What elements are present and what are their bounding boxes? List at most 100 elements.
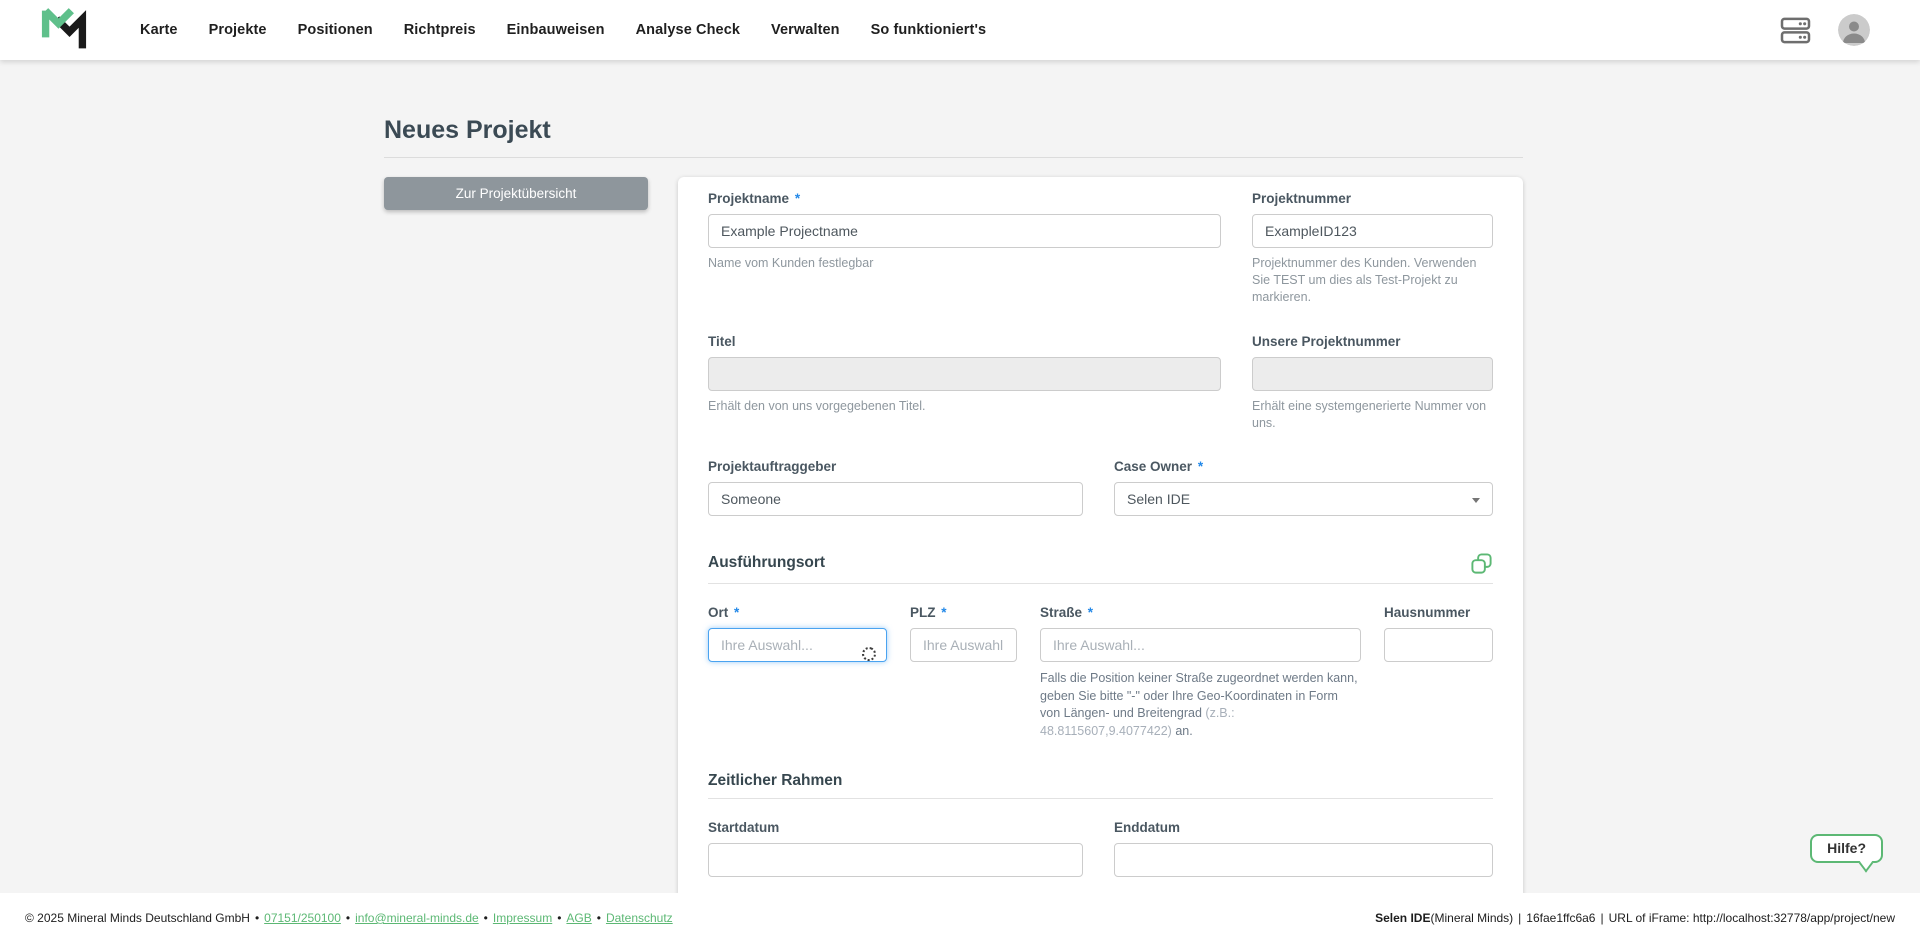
footer-session-info: Selen IDE (Mineral Minds) | 16fae1ffc6a6… — [1375, 911, 1895, 925]
ort-label-text: Ort — [708, 604, 729, 620]
case-owner-label-text: Case Owner — [1114, 459, 1193, 474]
help-button-label: Hilfe? — [1827, 840, 1866, 856]
hausnummer-input[interactable] — [1384, 627, 1493, 662]
strasse-label: Straße * — [1040, 605, 1361, 622]
footer-org: (Mineral Minds) — [1430, 911, 1514, 925]
case-owner-label: Case Owner * — [1114, 459, 1493, 476]
footer-copyright: © 2025 Mineral Minds Deutschland GmbH — [25, 911, 250, 925]
case-owner-selected-value: Selen IDE — [1127, 490, 1191, 507]
mineral-minds-logo-icon[interactable] — [40, 7, 88, 53]
startdatum-input[interactable] — [708, 842, 1083, 877]
footer-divider: | — [1518, 911, 1522, 925]
startdatum-label: Startdatum — [708, 819, 780, 835]
required-marker: * — [941, 604, 947, 620]
footer-separator: • — [254, 911, 260, 925]
projektname-label: Projektname * — [708, 191, 1221, 208]
projektauftraggeber-input[interactable] — [708, 481, 1083, 516]
nav-item-einbauweisen[interactable]: Einbauweisen — [506, 22, 605, 38]
footer-separator: • — [345, 911, 351, 925]
projektnummer-label: Projektnummer — [1252, 191, 1352, 206]
footer-separator: • — [596, 911, 601, 925]
title-divider — [384, 157, 1523, 158]
footer-link-agb[interactable]: AGB — [566, 911, 592, 925]
strasse-helper-suffix: an. — [1171, 724, 1193, 738]
nav-item-verwalten[interactable]: Verwalten — [771, 22, 840, 38]
nav-item-positionen[interactable]: Positionen — [297, 22, 373, 38]
case-owner-select[interactable]: Selen IDE — [1114, 481, 1493, 516]
strasse-input[interactable] — [1040, 627, 1361, 662]
chevron-down-icon — [1472, 497, 1480, 503]
strasse-label-text: Straße — [1040, 604, 1083, 620]
footer-separator: • — [557, 911, 562, 925]
unsere-projektnummer-input — [1252, 356, 1493, 391]
required-marker: * — [1087, 604, 1094, 620]
plz-label-text: PLZ — [910, 604, 936, 620]
form-row-dates: Startdatum Enddatum — [708, 820, 1493, 877]
projektnummer-helper: Projektnummer des Kunden. Verwenden Sie … — [1252, 255, 1477, 305]
ausfuehrungsort-divider — [708, 582, 1493, 584]
main-menu: Karte Projekte Positionen Richtpreis Ein… — [140, 22, 986, 38]
footer-session-id: 16fae1ffc6a6 — [1526, 911, 1596, 925]
footer-owner: Selen IDE — [1375, 911, 1431, 925]
strasse-helper-example: (z.B.: 48.8115607,9.4077422) — [1040, 706, 1235, 738]
field-unsere-projektnummer: Unsere Projektnummer Erhält eine systemg… — [1252, 334, 1493, 432]
projektauftraggeber-label: Projektauftraggeber — [708, 459, 837, 474]
field-enddatum: Enddatum — [1114, 820, 1493, 877]
strasse-helper-main: Falls die Position keiner Straße zugeord… — [1040, 670, 1358, 721]
footer-divider: | — [1600, 911, 1604, 925]
navbar-right — [1780, 14, 1870, 46]
field-plz: PLZ * — [910, 605, 1017, 741]
nav-item-so-funktionierts[interactable]: So funktioniert's — [870, 22, 987, 38]
form-row-address: Ort * PLZ * Straße * Falls die Positio — [708, 605, 1493, 741]
form-row-name-number: Projektname * Name vom Kunden festlegbar… — [708, 191, 1493, 307]
footer-link-phone[interactable]: 07151/250100 — [264, 911, 341, 925]
server-rack-icon[interactable] — [1780, 17, 1811, 44]
field-ort: Ort * — [708, 605, 887, 741]
new-project-form-card: Projektname * Name vom Kunden festlegbar… — [678, 177, 1523, 899]
footer: © 2025 Mineral Minds Deutschland GmbH • … — [0, 893, 1920, 943]
required-marker: * — [1197, 459, 1204, 474]
section-ausfuehrungsort: Ausführungsort — [708, 552, 1493, 575]
field-strasse: Straße * Falls die Position keiner Straß… — [1040, 605, 1361, 741]
form-row-titel-nummer: Titel Erhält den von uns vorgegebenen Ti… — [708, 334, 1493, 432]
nav-item-analyse-check[interactable]: Analyse Check — [635, 22, 741, 38]
page-title: Neues Projekt — [384, 116, 551, 144]
zeitlicher-rahmen-title: Zeitlicher Rahmen — [708, 771, 843, 789]
required-marker: * — [734, 604, 740, 620]
strasse-helper: Falls die Position keiner Straße zugeord… — [1040, 670, 1361, 741]
nav-item-projekte[interactable]: Projekte — [208, 22, 267, 38]
ort-input[interactable] — [708, 627, 887, 662]
field-projektnummer: Projektnummer Projektnummer des Kunden. … — [1252, 191, 1493, 307]
nav-item-karte[interactable]: Karte — [140, 22, 178, 38]
plz-label: PLZ * — [910, 605, 1017, 622]
help-button[interactable]: Hilfe? — [1810, 834, 1883, 873]
ort-input-wrap — [708, 627, 887, 663]
titel-helper: Erhält den von uns vorgegebenen Titel. — [708, 398, 926, 413]
enddatum-label: Enddatum — [1114, 819, 1180, 835]
footer-link-email[interactable]: info@mineral-minds.de — [355, 911, 479, 925]
plz-input[interactable] — [910, 627, 1017, 662]
copy-icon[interactable] — [1470, 552, 1493, 575]
back-to-project-overview-button[interactable]: Zur Projektübersicht — [384, 177, 648, 210]
projektname-input[interactable] — [708, 213, 1221, 248]
titel-input — [708, 356, 1221, 391]
footer-left: © 2025 Mineral Minds Deutschland GmbH • … — [25, 911, 673, 925]
projektnummer-input[interactable] — [1252, 213, 1493, 248]
footer-link-datenschutz[interactable]: Datenschutz — [605, 911, 673, 925]
projektname-label-text: Projektname — [708, 191, 790, 206]
titel-label: Titel — [708, 333, 736, 349]
projektname-helper: Name vom Kunden festlegbar — [708, 255, 874, 270]
nav-item-richtpreis[interactable]: Richtpreis — [403, 22, 476, 38]
field-case-owner: Case Owner * Selen IDE — [1114, 459, 1493, 516]
field-titel: Titel Erhält den von uns vorgegebenen Ti… — [708, 334, 1221, 432]
field-startdatum: Startdatum — [708, 820, 1083, 877]
user-avatar[interactable] — [1838, 14, 1870, 46]
footer-separator: • — [483, 911, 488, 925]
footer-link-impressum[interactable]: Impressum — [492, 911, 553, 925]
unsere-projektnummer-helper: Erhält eine systemgenerierte Nummer von … — [1252, 398, 1487, 430]
enddatum-input[interactable] — [1114, 842, 1493, 877]
ausfuehrungsort-title: Ausführungsort — [708, 554, 826, 572]
ort-label: Ort * — [708, 605, 887, 622]
main-content: Neues Projekt Zur Projektübersicht Proje… — [384, 60, 1523, 943]
